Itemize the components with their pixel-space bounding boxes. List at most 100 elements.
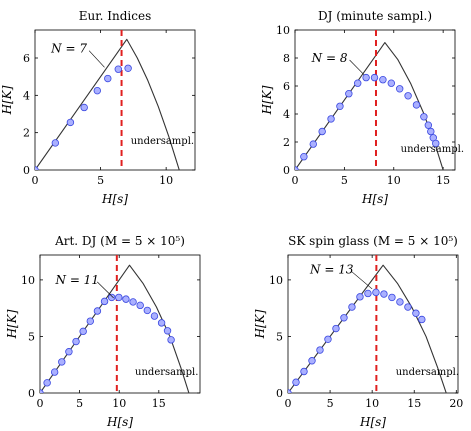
y-tick-label: 6	[283, 80, 290, 93]
x-tick-label: 10	[112, 397, 126, 410]
data-point	[114, 65, 122, 73]
x-tick-label: 0	[32, 174, 39, 187]
n-label-leader	[349, 59, 365, 76]
data-point	[300, 152, 308, 161]
y-tick-label: 0	[283, 164, 290, 177]
data-point	[396, 298, 404, 306]
chart-title: Eur. Indices	[79, 9, 152, 23]
plot-area	[40, 255, 190, 393]
x-tick-label: 0	[285, 397, 292, 410]
data-point	[51, 139, 60, 147]
data-point	[372, 288, 380, 297]
undersampled-label: undersampl.	[396, 367, 459, 378]
x-tick-label: 0	[37, 397, 44, 410]
chart-title: Art. DJ (M = 5 × 10⁵)	[54, 234, 185, 248]
x-tick-label: 15	[152, 397, 166, 410]
axis-frame	[34, 29, 196, 171]
data-point	[100, 297, 109, 306]
y-tick-label: 10	[21, 274, 35, 287]
data-point	[65, 348, 73, 356]
n-label: N = 11	[55, 273, 99, 287]
data-point	[404, 303, 412, 311]
data-point	[354, 79, 362, 87]
data-point	[288, 389, 292, 393]
n-label: N = 7	[50, 42, 87, 56]
x-tick-label: 20	[449, 397, 463, 410]
undersampled-label: undersampl.	[135, 367, 198, 378]
n-label-leader	[97, 281, 114, 299]
plot-area	[35, 30, 180, 170]
data-point	[104, 74, 112, 83]
data-point	[167, 336, 175, 344]
chart-panel-4: SK spin glass (M = 5 × 10⁵) 0 5 10 15 20 0 5 10 H…	[253, 234, 463, 429]
data-point	[295, 166, 299, 170]
data-point	[86, 317, 94, 325]
data-point	[424, 121, 433, 129]
data-point	[387, 79, 395, 87]
data-point	[345, 89, 353, 98]
data-point	[388, 293, 396, 302]
data-point	[157, 319, 166, 327]
x-tick-label: 5	[97, 174, 104, 187]
data-point	[364, 289, 372, 298]
x-tick-label: 5	[76, 397, 83, 410]
y-tick-label: 10	[276, 24, 290, 37]
data-point	[72, 337, 80, 346]
data-point	[35, 166, 39, 170]
x-tick-label: 5	[341, 174, 348, 187]
y-tick-label: 2	[283, 136, 290, 149]
data-point	[150, 312, 159, 320]
data-point	[348, 303, 356, 311]
chart-title: DJ (minute sampl.)	[318, 9, 432, 23]
x-tick-label: 15	[407, 397, 421, 410]
x-tick-label: 0	[292, 174, 299, 187]
x-tick-label: 10	[365, 397, 379, 410]
y-tick-label: 0	[276, 387, 283, 400]
y-tick-label: 5	[28, 330, 35, 343]
y-tick-label: 6	[23, 52, 30, 65]
y-tick-label: 2	[23, 127, 30, 140]
data-point	[412, 101, 421, 109]
x-axis-label: H[s]	[359, 415, 386, 429]
data-point	[432, 139, 440, 148]
undersampled-label: undersampl.	[401, 144, 464, 155]
data-point	[395, 85, 404, 93]
data-point	[40, 389, 44, 393]
x-tick-label: 5	[327, 397, 334, 410]
y-axis-label: H[K]	[0, 85, 14, 115]
y-tick-label: 0	[23, 164, 30, 177]
bound-curve	[288, 264, 447, 393]
data-point	[427, 127, 435, 136]
data-point	[136, 301, 144, 310]
data-point	[163, 327, 172, 335]
y-axis-label: H[K]	[260, 85, 274, 115]
n-label-leader	[351, 271, 373, 290]
data-point	[50, 368, 59, 376]
x-tick-label: 10	[387, 174, 401, 187]
data-point	[80, 103, 88, 112]
data-point	[58, 358, 66, 366]
data-point	[66, 118, 75, 127]
chart-panel-3: Art. DJ (M = 5 × 10⁵) 0 5 10 15 0 5 10 H[s] H[K] N…	[5, 234, 201, 429]
y-tick-label: 10	[269, 274, 283, 287]
n-label: N = 8	[311, 51, 348, 65]
data-point	[327, 115, 335, 123]
data-point	[124, 64, 132, 72]
data-point	[340, 314, 348, 322]
x-tick-label: 10	[159, 174, 173, 187]
data-point	[362, 73, 370, 82]
data-point	[43, 379, 51, 387]
plot-area	[295, 30, 444, 170]
y-tick-label: 4	[23, 89, 30, 102]
y-tick-label: 5	[276, 330, 283, 343]
y-tick-label: 8	[283, 52, 290, 65]
data-point	[420, 113, 428, 121]
n-label: N = 13	[309, 263, 354, 277]
data-point	[308, 357, 316, 365]
axis-frame	[287, 254, 459, 394]
x-axis-label: H[s]	[361, 192, 388, 206]
data-point	[336, 102, 344, 110]
data-point	[309, 140, 317, 148]
data-point	[404, 92, 412, 100]
